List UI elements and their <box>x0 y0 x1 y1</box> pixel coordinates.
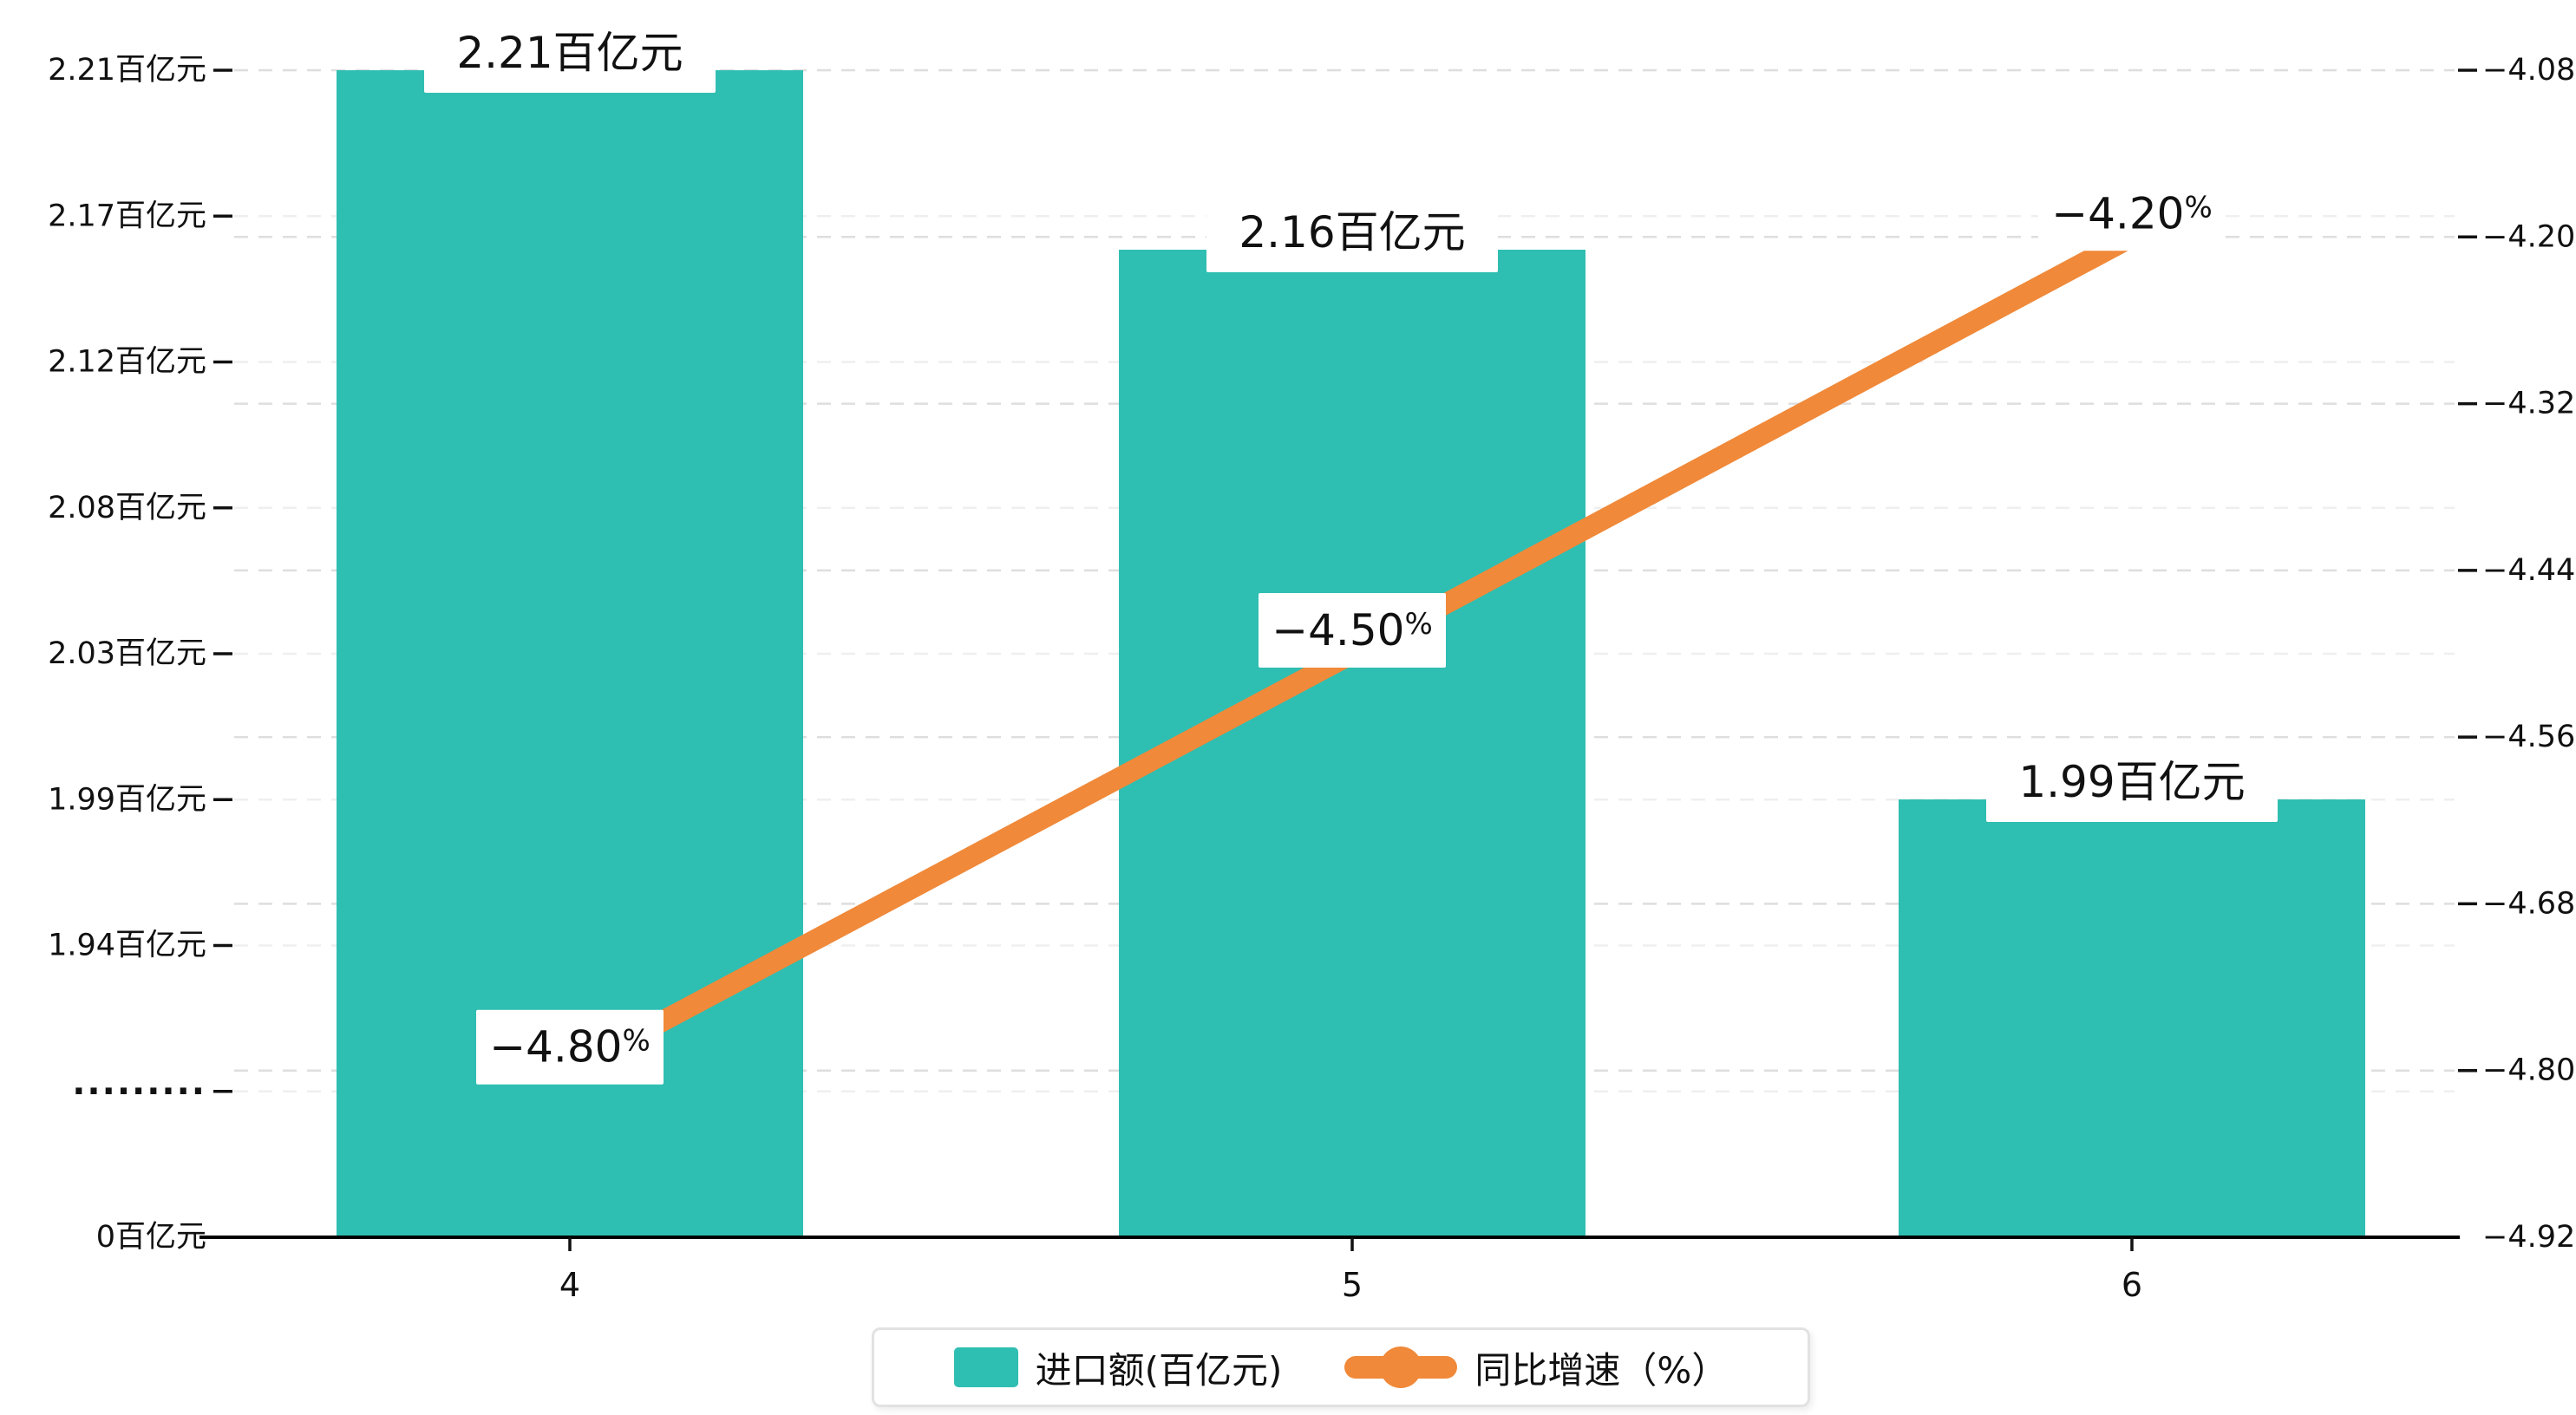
x-axis-category-label: 6 <box>2122 1266 2142 1304</box>
legend-label-import-amount: 进口额(百亿元) <box>1035 1348 1283 1392</box>
right-axis-tick-label: −4.80 <box>2482 1053 2575 1088</box>
label-text-bar-4: 2.21百亿元 <box>456 28 683 78</box>
label-box-line-5 <box>1259 593 1446 668</box>
line-legend-dot <box>1380 1347 1422 1388</box>
legend-label-yoy-growth: 同比增速（%） <box>1474 1348 1729 1392</box>
label-text-bar-5: 2.16百亿元 <box>1239 207 1465 258</box>
label-box-bar-5 <box>1206 192 1498 272</box>
label-box-line-4 <box>476 1009 664 1085</box>
right-axis-tick-label: −4.68 <box>2482 886 2575 921</box>
left-axis-tick-label: 2.08百亿元 <box>48 491 206 525</box>
label-box-line-6 <box>2038 176 2226 251</box>
left-axis-tick-label: 1.94百亿元 <box>48 929 206 963</box>
label-text-line-5: −4.50% <box>1272 605 1433 655</box>
left-axis-tick-label: 2.21百亿元 <box>48 53 206 88</box>
label-text-line-4: −4.80% <box>489 1022 651 1073</box>
legend-item-yoy-growth[interactable]: 同比增速（%） <box>1344 1341 1728 1394</box>
legend: 进口额(百亿元) 同比增速（%） <box>872 1327 1810 1407</box>
label-text-line-6: −4.20% <box>2051 188 2213 238</box>
axis-tick-labels: 2.21百亿元 2.17百亿元 2.12百亿元 2.08百亿元 2.03百亿元 1.99百… <box>48 53 2575 1304</box>
right-axis-tick-label: −4.56 <box>2482 720 2575 754</box>
left-axis-tick-label: 0百亿元 <box>96 1220 206 1255</box>
left-axis-tick-label: 2.12百亿元 <box>48 345 206 380</box>
bar-legend-swatch-icon <box>953 1347 1018 1387</box>
left-axis-break-label: ········· <box>72 1072 206 1112</box>
right-axis-tick-label: −4.32 <box>2482 387 2575 421</box>
x-axis <box>199 68 2477 1251</box>
data-labels: 2.21百亿元 2.16百亿元 1.99百亿元 −4.80% −4.50% −4.20% <box>424 13 2278 1085</box>
x-axis-category-label: 4 <box>559 1266 580 1304</box>
left-axis-tick-label: 2.17百亿元 <box>48 199 206 233</box>
legend-item-import-amount[interactable]: 进口额(百亿元) <box>953 1341 1283 1394</box>
line-legend-swatch-icon <box>1344 1347 1458 1388</box>
x-axis-category-label: 5 <box>1342 1266 1363 1304</box>
label-box-bar-4 <box>424 13 716 93</box>
label-text-bar-6: 1.99百亿元 <box>2018 757 2245 807</box>
left-axis-tick-label: 1.99百亿元 <box>48 782 206 817</box>
label-box-bar-6 <box>1986 742 2278 822</box>
right-axis-tick-label: −4.20 <box>2482 219 2575 254</box>
bar-6 <box>1899 799 2365 1237</box>
right-axis-tick-label: −4.92 <box>2482 1220 2575 1255</box>
left-axis-tick-label: 2.03百亿元 <box>48 636 206 671</box>
right-axis-tick-label: −4.08 <box>2482 53 2575 88</box>
right-axis-tick-label: −4.44 <box>2482 553 2575 588</box>
